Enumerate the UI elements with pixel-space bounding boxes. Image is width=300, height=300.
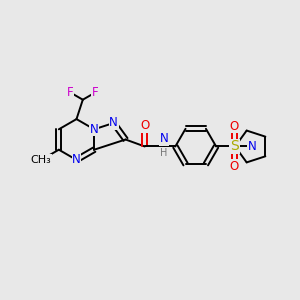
Text: H: H [160, 148, 168, 158]
Text: S: S [230, 140, 239, 154]
Text: O: O [140, 119, 149, 133]
Text: F: F [92, 86, 98, 99]
Text: F: F [67, 86, 74, 99]
Text: N: N [72, 153, 81, 167]
Text: N: N [160, 133, 169, 146]
Text: N: N [248, 140, 256, 153]
Text: N: N [90, 123, 98, 136]
Text: CH₃: CH₃ [31, 155, 52, 165]
Text: O: O [230, 120, 239, 133]
Text: O: O [230, 160, 239, 173]
Text: N: N [109, 116, 118, 130]
